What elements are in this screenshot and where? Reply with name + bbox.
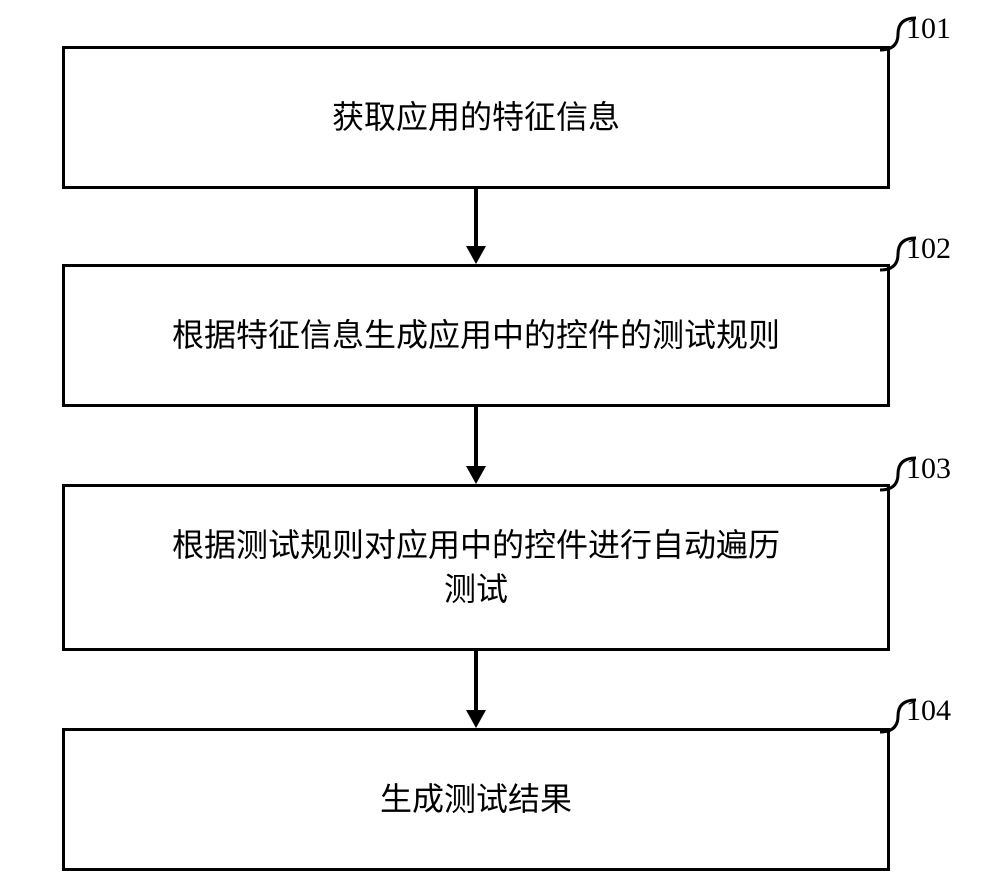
flow-node-4-text: 生成测试结果 (380, 778, 572, 821)
flow-label-4: 104 (906, 694, 951, 728)
arrow-3-4-line (474, 651, 478, 710)
flow-node-3-text: 根据测试规则对应用中的控件进行自动遍历 测试 (172, 524, 780, 610)
flow-node-3: 根据测试规则对应用中的控件进行自动遍历 测试 (62, 484, 890, 651)
flow-label-2: 102 (906, 232, 951, 266)
flow-label-3: 103 (906, 452, 951, 486)
flow-node-1-text: 获取应用的特征信息 (332, 96, 620, 139)
flow-node-1: 获取应用的特征信息 (62, 46, 890, 189)
arrow-2-3-line (474, 407, 478, 466)
arrow-1-2-head (466, 246, 486, 264)
flowchart-canvas: 获取应用的特征信息 101 根据特征信息生成应用中的控件的测试规则 102 根据… (0, 0, 1000, 889)
arrow-3-4-head (466, 710, 486, 728)
arrow-2-3-head (466, 466, 486, 484)
arrow-1-2-line (474, 189, 478, 246)
flow-label-1: 101 (906, 12, 951, 46)
flow-node-4: 生成测试结果 (62, 728, 890, 871)
flow-node-2-text: 根据特征信息生成应用中的控件的测试规则 (172, 314, 780, 357)
flow-node-2: 根据特征信息生成应用中的控件的测试规则 (62, 264, 890, 407)
